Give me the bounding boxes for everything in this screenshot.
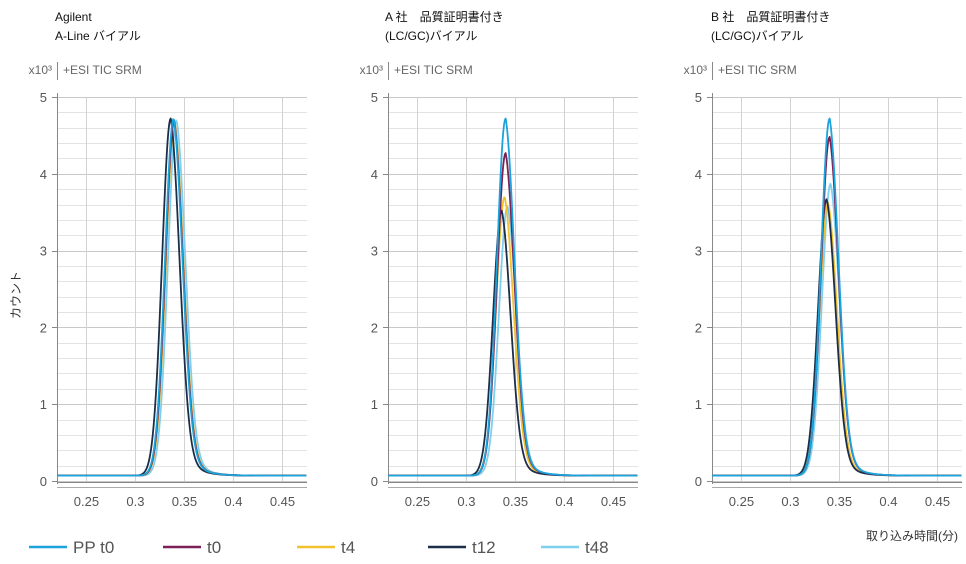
x-tick-label: 0.3 — [781, 494, 799, 509]
x-tick-label: 0.45 — [925, 494, 950, 509]
x-tick-label: 0.3 — [126, 494, 144, 509]
panel-title-line: A-Line バイアル — [55, 29, 141, 43]
y-tick-label: 1 — [695, 397, 702, 412]
panel-title-line: A 社 品質証明書付き — [385, 9, 504, 24]
x-tick-label: 0.35 — [503, 494, 528, 509]
legend-item-t0: t0 — [163, 538, 221, 557]
series-line-pp-t0 — [56, 118, 307, 477]
chart-panel-3: B 社 品質証明書付き (LC/GC)バイアル x10³ +ESI TIC SRM 0 1… — [684, 9, 962, 509]
x-tick-label: 0.35 — [827, 494, 852, 509]
panel-title-line: (LC/GC)バイアル — [711, 29, 804, 43]
y-tick-label: 3 — [695, 244, 702, 259]
panel-title-line: Agilent — [55, 10, 92, 24]
y-tick-label: 3 — [40, 244, 47, 259]
panel-title-line: (LC/GC)バイアル — [385, 29, 478, 43]
x-axis-label: 取り込み時間(分) — [866, 529, 958, 543]
y-tick-label: 2 — [40, 320, 47, 335]
trace-label: +ESI TIC SRM — [63, 63, 142, 77]
legend-item-pp-t0: PP t0 — [29, 538, 114, 557]
y-tick-label: 5 — [371, 90, 378, 105]
panel-title-line: B 社 品質証明書付き — [711, 9, 830, 24]
y-tick-label: 2 — [371, 320, 378, 335]
trace-label: +ESI TIC SRM — [394, 63, 473, 77]
x-tick-label: 0.4 — [224, 494, 242, 509]
x-tick-label: 0.45 — [270, 494, 295, 509]
y-axis-label: カウント — [9, 271, 23, 319]
y-tick-label: 2 — [695, 320, 702, 335]
scale-label: x10³ — [684, 63, 707, 77]
series-line-pp-t0 — [387, 117, 638, 477]
legend-item-t48: t48 — [541, 538, 609, 557]
y-tick-label: 0 — [371, 474, 378, 489]
scale-label: x10³ — [29, 63, 52, 77]
y-tick-label: 0 — [40, 474, 47, 489]
chart-panel-2: A 社 品質証明書付き (LC/GC)バイアル x10³ +ESI TIC SRM 0 1… — [360, 9, 638, 509]
y-tick-label: 1 — [40, 397, 47, 412]
y-tick-label: 1 — [371, 397, 378, 412]
legend-label: t12 — [472, 538, 496, 557]
legend-item-t4: t4 — [297, 538, 355, 557]
x-tick-label: 0.35 — [172, 494, 197, 509]
y-tick-label: 5 — [695, 90, 702, 105]
y-tick-label: 5 — [40, 90, 47, 105]
series-line-t0 — [387, 152, 638, 477]
y-tick-label: 4 — [40, 167, 47, 182]
x-tick-label: 0.25 — [405, 494, 430, 509]
series-line-pp-t0 — [711, 117, 962, 477]
legend: PP t0 t0 t4 t12 t48 — [29, 538, 609, 557]
legend-label: PP t0 — [73, 538, 114, 557]
y-tick-label: 4 — [371, 167, 378, 182]
legend-label: t4 — [341, 538, 355, 557]
legend-label: t48 — [585, 538, 609, 557]
x-tick-label: 0.45 — [601, 494, 626, 509]
chart-panel-1: Agilent A-Line バイアル x10³ +ESI TIC SRM 0 1 2 3 4 5… — [29, 10, 307, 509]
legend-label: t0 — [207, 538, 221, 557]
y-tick-label: 3 — [371, 244, 378, 259]
x-tick-label: 0.4 — [555, 494, 573, 509]
legend-item-t12: t12 — [428, 538, 496, 557]
y-tick-label: 4 — [695, 167, 702, 182]
chart-panels: Agilent A-Line バイアル x10³ +ESI TIC SRM 0 1 2 3 4 5… — [29, 9, 962, 509]
x-tick-label: 0.25 — [729, 494, 754, 509]
y-tick-label: 0 — [695, 474, 702, 489]
trace-label: +ESI TIC SRM — [718, 63, 797, 77]
x-tick-label: 0.4 — [879, 494, 897, 509]
scale-label: x10³ — [360, 63, 383, 77]
x-tick-label: 0.25 — [74, 494, 99, 509]
x-tick-label: 0.3 — [457, 494, 475, 509]
